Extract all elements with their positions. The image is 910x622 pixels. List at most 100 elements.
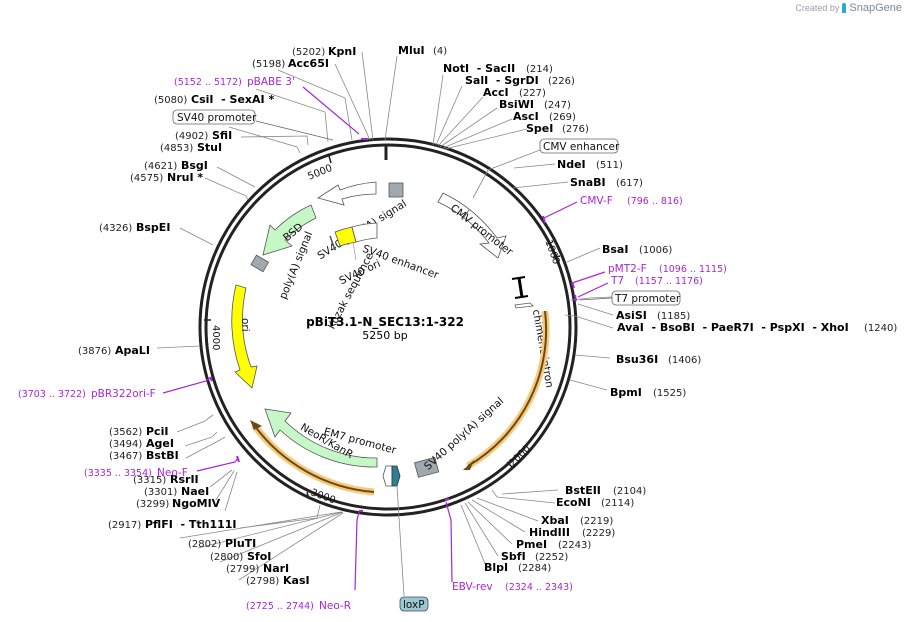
mlui-pos: (4) — [433, 46, 447, 57]
ngomiv-pos: (3299) — [136, 499, 169, 510]
bsd-arrow — [262, 204, 317, 256]
noti-sacii-label: NotI - SacII — [443, 62, 515, 75]
stui-pos: (4853) — [160, 143, 193, 154]
bsteii-label: BstEII — [565, 484, 601, 497]
xbai-pos: (2219) — [580, 516, 613, 527]
credit-brand: SnapGene — [849, 2, 902, 14]
kasi-label: KasI — [283, 574, 310, 587]
ebvrev-label: EBV-rev — [452, 581, 493, 593]
pluti-pos: (2802) — [188, 539, 221, 550]
cmv-enhancer-box: CMV enhancer — [543, 141, 620, 153]
ori-label: ori — [239, 318, 251, 332]
snabi-label: SnaBI — [570, 176, 606, 189]
nrui-pos: (4575) — [130, 173, 163, 184]
sv40-ori-enhancer-block — [329, 222, 378, 261]
polya-left-box — [250, 254, 270, 273]
pmt2f-range: (1096 .. 1115) — [659, 264, 727, 275]
tick-5000: 5000 — [306, 163, 334, 183]
sbfi-label: SbfI — [501, 550, 526, 563]
bstbi-label: BstBI — [146, 449, 179, 462]
enzyme-labels: (5202) KpnI (5198) Acc65I MluI (4) NotI … — [78, 44, 897, 587]
asci-pos: (269) — [549, 112, 576, 123]
ori-arrow — [231, 284, 258, 389]
pluti-label: PluTI — [225, 537, 256, 550]
acc65i-pos: (5198) — [252, 59, 285, 70]
sv40-polya-top-arrow — [317, 181, 404, 206]
loxp-marker — [382, 465, 405, 597]
tick-1000: 1000 — [542, 238, 561, 266]
sfii-label: SfiI — [212, 129, 232, 142]
pmei-label: PmeI — [516, 538, 547, 551]
acci-pos: (227) — [519, 88, 546, 99]
t7-range: (1157 .. 1176) — [635, 276, 703, 287]
bpmi-label: BpmI — [610, 386, 642, 399]
pmei-pos: (2243) — [558, 540, 591, 551]
avai-pos: (1240) — [864, 323, 897, 334]
neor-orf-arrow — [250, 420, 375, 496]
cmvf-label: CMV-F — [580, 195, 613, 207]
bsu36i-pos: (1406) — [668, 355, 701, 366]
pflfi-tth111i-label: PflFI - Tth111I — [145, 518, 237, 531]
plasmid-name: pBiT3.1-N_SEC13:1-322 — [306, 315, 464, 330]
bsgi-label: BsgI — [181, 159, 208, 172]
feature-leader-lines — [255, 120, 613, 301]
sv40-polya-right-label: SV40 poly(A) signal — [422, 395, 506, 473]
csii-sexai-label: CsiI - SexAI * — [191, 93, 274, 106]
bsteii-pos: (2104) — [613, 486, 646, 497]
rsrii-label: RsrII — [170, 473, 199, 486]
asci-label: AscI — [513, 110, 539, 123]
apali-pos: (3876) — [78, 346, 111, 357]
asisi-pos: (1185) — [657, 311, 690, 322]
bsgi-pos: (4621) — [144, 161, 177, 172]
econi-label: EcoNI — [556, 496, 591, 509]
blpi-pos: (2284) — [518, 563, 551, 574]
acc65i-label: Acc65I — [288, 57, 329, 70]
neof-range: (3335 .. 3354) — [84, 468, 152, 479]
primer-labels: (5152 .. 5172) pBABE 3' CMV-F (796 .. 81… — [18, 76, 727, 612]
nrui-label: NruI * — [167, 171, 203, 184]
tick-2000: 2000 — [507, 443, 533, 469]
rsrii-pos: (3315) — [133, 475, 166, 486]
enzyme-leader-lines — [156, 51, 614, 581]
blpi-label: BlpI — [484, 561, 508, 574]
tick-4000: 4000 — [210, 325, 221, 350]
snapgene-logo-icon — [842, 3, 847, 13]
pcii-pos: (3562) — [109, 427, 142, 438]
xbai-label: XbaI — [541, 514, 569, 527]
cmv-promoter-arrow — [437, 192, 507, 259]
cmvf-range: (796 .. 816) — [627, 196, 683, 207]
naei-pos: (3301) — [144, 487, 177, 498]
hindiii-label: HindIII — [529, 526, 570, 539]
acci-label: AccI — [483, 86, 509, 99]
orf-arrow — [463, 310, 550, 470]
mlui-label: MluI — [398, 44, 425, 57]
snabi-pos: (617) — [616, 178, 643, 189]
avai-group-label: AvaI - BsoBI - PaeR7I - PspXI - XhoI — [617, 321, 849, 334]
sali-sgrdi-label: SalI - SgrDI — [465, 74, 539, 87]
spei-label: SpeI — [526, 122, 553, 135]
kpni-label: KpnI — [328, 45, 356, 58]
bstbi-pos: (3467) — [109, 451, 142, 462]
pbr322orif-range: (3703 .. 3722) — [18, 389, 86, 400]
nari-label: NarI — [263, 562, 289, 575]
hindiii-pos: (2229) — [582, 528, 615, 539]
nari-pos: (2799) — [226, 564, 259, 575]
pbabe3-label: pBABE 3' — [247, 76, 295, 88]
pmt2f-label: pMT2-F — [608, 263, 647, 275]
csii-pos: (5080) — [154, 95, 187, 106]
bspei-pos: (4326) — [99, 223, 132, 234]
bpmi-pos: (1525) — [653, 388, 686, 399]
econi-pos: (2114) — [601, 498, 634, 509]
t7-promoter-box: T7 promoter — [614, 293, 681, 305]
sv40-polya-right-box — [414, 456, 440, 478]
sbfi-pos: (2252) — [535, 552, 568, 563]
loxp-box: loxP — [403, 599, 425, 611]
sfoi-label: SfoI — [247, 550, 271, 563]
spei-pos: (276) — [562, 124, 589, 135]
backbone-ring — [198, 137, 578, 517]
agei-pos: (3494) — [109, 439, 142, 450]
agei-label: AgeI — [146, 437, 174, 450]
bspei-label: BspEI — [136, 221, 170, 234]
neor-kanr-arrow — [264, 408, 378, 468]
pbr322orif-label: pBR322ori-F — [91, 388, 156, 400]
